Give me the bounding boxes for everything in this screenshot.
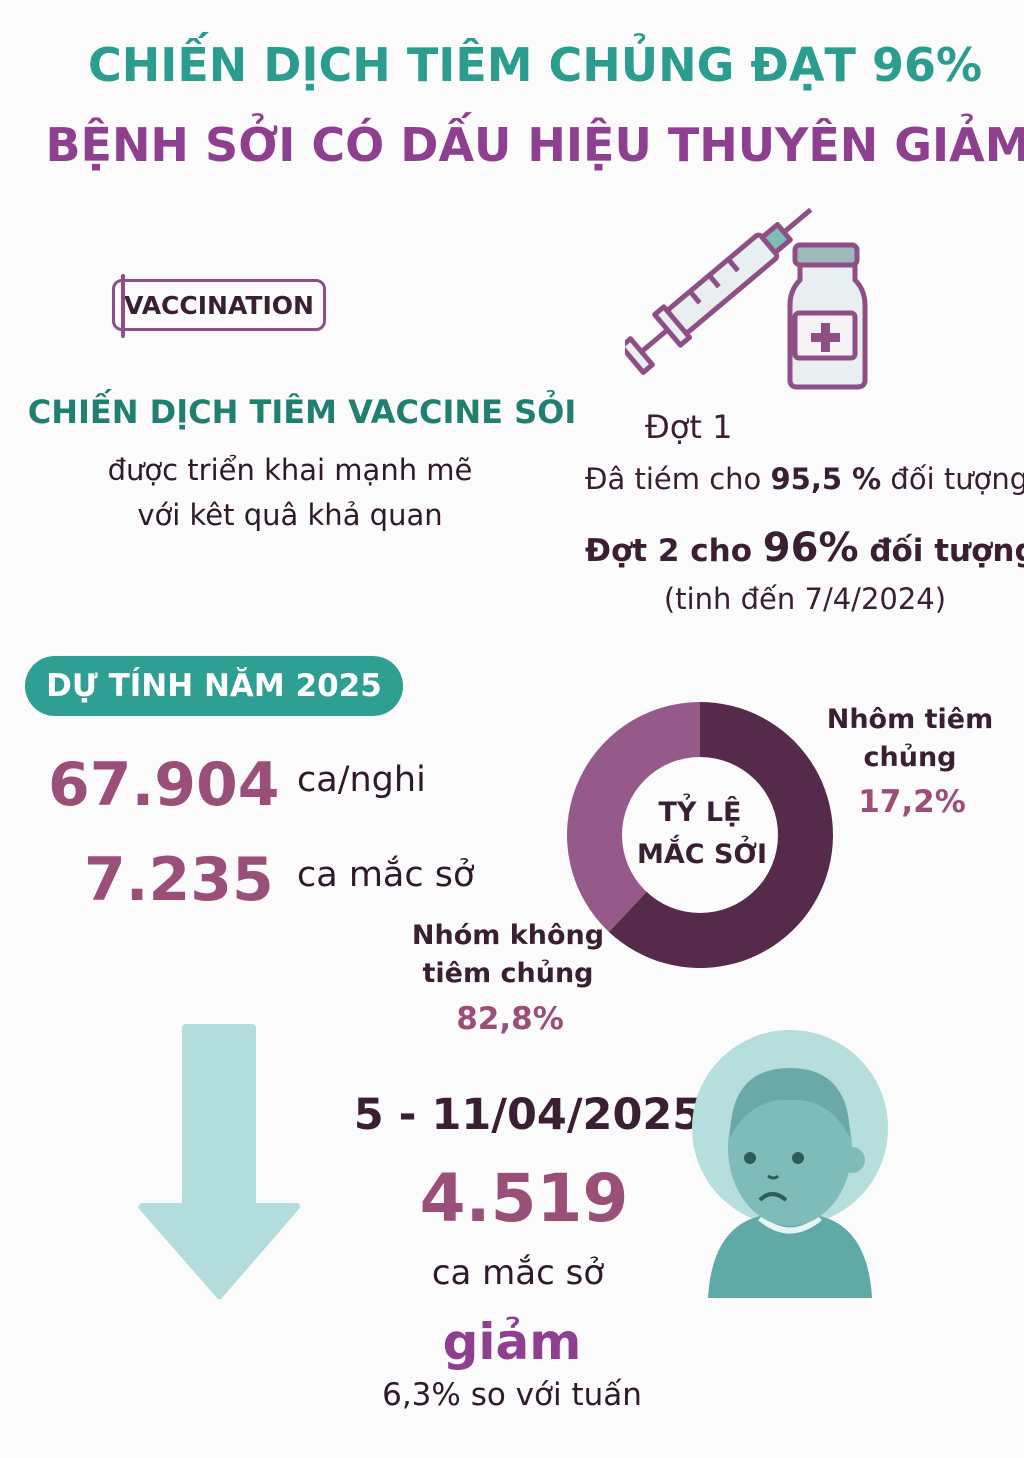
round1-result: Đâ tiém cho 95,5 % đối tượng: [585, 462, 1024, 496]
week-cases-unit: ca mắc sở: [431, 1253, 605, 1293]
pct-vaccinated: 17,2%: [858, 784, 966, 820]
syringe-vial-icon: [625, 207, 868, 390]
week-trend: giảm: [442, 1313, 582, 1371]
label-unvaccinated: Nhóm không tiêm chủng: [412, 917, 604, 993]
down-arrow-icon: [138, 1024, 300, 1300]
week-trend-detail: 6,3% so với tuấn: [382, 1377, 642, 1413]
forecast-pill-text: DỰ TÍNH NĂM 2025: [46, 668, 382, 704]
confirmed-value: 7.235: [84, 845, 274, 915]
vaccination-badge: VACCINATION: [112, 274, 326, 338]
donut-hole: [622, 757, 778, 913]
label-vaccinated-line2: chủng: [863, 742, 957, 773]
title-line-2: BỆNH SỞI CÓ DẤU HIỆU THUYÊN GIẢM: [45, 118, 1024, 172]
forecast-pill: DỰ TÍNH NĂM 2025: [25, 656, 403, 716]
round1-label: Đợt 1: [645, 408, 733, 446]
vaccination-badge-text: VACCINATION: [124, 290, 314, 320]
label-unvaccinated-line1: Nhóm không: [411, 920, 605, 951]
week-cases: 4.519: [419, 1160, 629, 1237]
round2-prefix: Đợt 2 cho: [585, 533, 763, 569]
label-unvaccinated-line2: tiêm chủng: [422, 958, 594, 989]
label-vaccinated: Nhôm tiêm chủng: [827, 701, 994, 777]
donut-chart: TỶ LỆ MẮC SỞI: [567, 702, 833, 968]
donut-center-label-1: TỶ LỆ: [658, 793, 741, 828]
round1-prefix: Đâ tiém cho: [585, 462, 771, 496]
round1-suffix: đối tượng: [881, 462, 1024, 496]
round2-result: Đợt 2 cho 96% đối tượng: [585, 525, 1024, 571]
suspected-value: 67.904: [48, 750, 280, 820]
title-line-1: CHIẾN DỊCH TIÊM CHỦNG ĐẠT 96%: [87, 38, 983, 92]
sick-child-icon: [692, 1030, 888, 1298]
week-date-range: 5 - 11/04/2025: [353, 1090, 703, 1140]
date-note: (tinh đến 7/4/2024): [663, 582, 947, 616]
campaign-line-2: với kêt quâ khả quan: [137, 498, 443, 532]
confirmed-unit: ca mắc sở: [297, 855, 475, 895]
round1-value: 95,5 %: [770, 462, 882, 496]
round2-value: 96%: [762, 525, 859, 571]
round2-suffix: đối tượng: [858, 533, 1024, 569]
pct-unvaccinated: 82,8%: [456, 1001, 564, 1037]
label-vaccinated-line1: Nhôm tiêm: [826, 704, 994, 735]
donut-center-label-2: MẮC SỞI: [637, 834, 767, 870]
campaign-line-1: được triển khai mạnh mẽ: [107, 453, 473, 487]
campaign-heading: CHIẾN DỊCH TIÊM VACCINE SỎI: [27, 393, 577, 431]
suspected-unit: ca/nghi: [297, 760, 426, 800]
